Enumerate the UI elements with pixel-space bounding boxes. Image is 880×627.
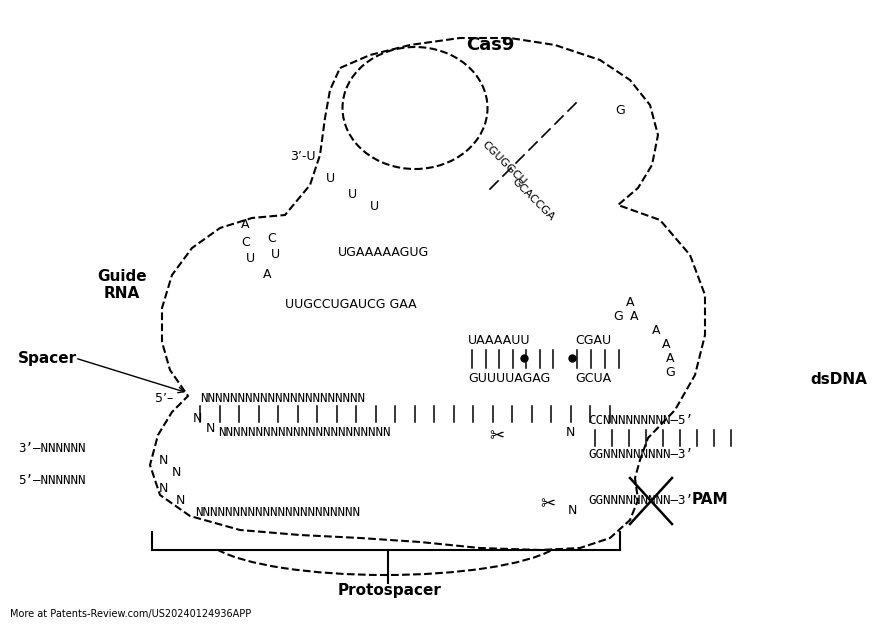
Text: N: N: [565, 426, 575, 438]
Text: 5’–NNNNNN: 5’–NNNNNN: [18, 475, 85, 488]
Text: NNNNNNNNNNNNNNNNNNNNNNN: NNNNNNNNNNNNNNNNNNNNNNN: [218, 426, 391, 438]
Text: ✂: ✂: [489, 427, 504, 445]
Text: GUUUUAGAG: GUUUUAGAG: [468, 372, 550, 384]
Text: PAM: PAM: [692, 492, 729, 507]
Text: A: A: [662, 337, 671, 350]
Text: N: N: [205, 421, 215, 435]
Text: Spacer: Spacer: [18, 350, 77, 366]
Text: A: A: [652, 324, 660, 337]
Text: A: A: [241, 218, 249, 231]
Text: U: U: [326, 172, 334, 184]
Text: 3’-U: 3’-U: [290, 150, 316, 164]
Text: G: G: [613, 310, 623, 322]
Text: UUGCCUGAUCG GAA: UUGCCUGAUCG GAA: [285, 298, 416, 312]
Text: More at Patents-Review.com/US20240124936APP: More at Patents-Review.com/US20240124936…: [10, 609, 252, 619]
Text: N: N: [158, 453, 168, 466]
Text: GCACCGA: GCACCGA: [510, 177, 556, 223]
Text: A: A: [630, 310, 638, 322]
Text: U: U: [246, 251, 255, 265]
Text: A: A: [263, 268, 271, 280]
Text: A: A: [666, 352, 674, 364]
Text: C: C: [267, 233, 275, 246]
Text: U: U: [348, 187, 356, 201]
Text: U: U: [370, 201, 378, 214]
Text: dsDNA: dsDNA: [810, 372, 867, 387]
Text: N: N: [158, 483, 168, 495]
Text: N: N: [175, 495, 185, 507]
Text: UGAAAAAGUG: UGAAAAAGUG: [338, 246, 429, 260]
Text: Cas9: Cas9: [466, 36, 514, 54]
Text: C: C: [241, 236, 250, 248]
Text: Protospacer: Protospacer: [338, 582, 442, 598]
Text: A: A: [626, 295, 634, 308]
Text: UAAAAUU: UAAAAUU: [468, 334, 531, 347]
Text: NNNNNNNNNNNNNNNNNNNNNN: NNNNNNNNNNNNNNNNNNNNNN: [195, 505, 360, 519]
Text: 5’–: 5’–: [155, 391, 173, 404]
Text: N: N: [172, 465, 180, 478]
Text: GGNNNNNNNNN–3’: GGNNNNNNNNN–3’: [588, 493, 693, 507]
Text: Guide
RNA: Guide RNA: [97, 269, 147, 301]
Text: G: G: [665, 366, 675, 379]
Text: CGAU: CGAU: [575, 334, 611, 347]
Text: GGNNNNNNNNN–3’: GGNNNNNNNNN–3’: [588, 448, 693, 460]
Text: N: N: [568, 503, 576, 517]
Text: NNNNNNNNNNNNNNNNNNNNNN: NNNNNNNNNNNNNNNNNNNNNN: [200, 391, 365, 404]
Text: G: G: [615, 103, 625, 117]
Text: U: U: [271, 248, 280, 261]
Text: CCNNNNNNNNN–5’: CCNNNNNNNNN–5’: [588, 413, 693, 426]
Text: CGUGGCU: CGUGGCU: [480, 139, 528, 187]
Text: ✂: ✂: [540, 495, 555, 513]
Text: GCUA: GCUA: [575, 372, 611, 384]
Text: 3’–NNNNNN: 3’–NNNNNN: [18, 441, 85, 455]
Text: N: N: [193, 411, 202, 424]
